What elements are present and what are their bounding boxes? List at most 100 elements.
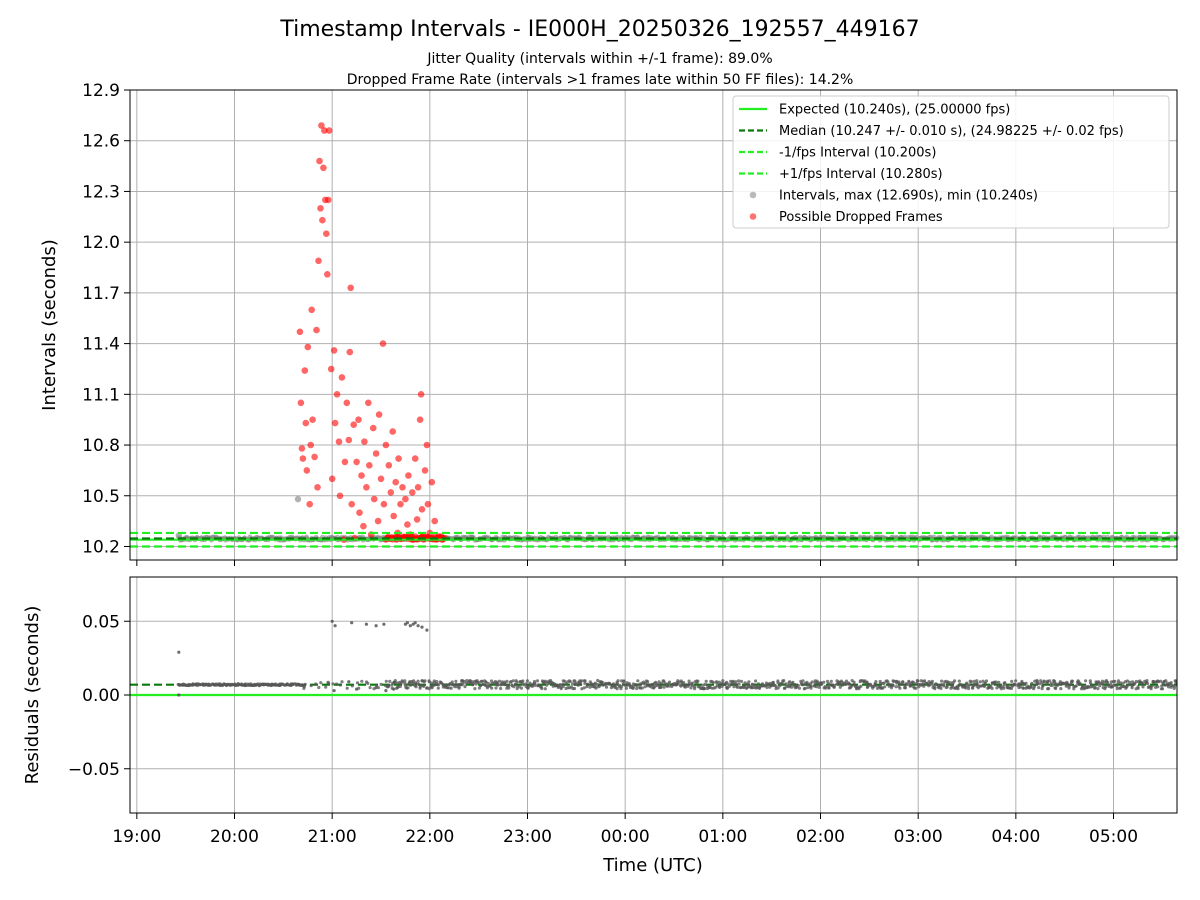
residual-point (608, 682, 612, 686)
residual-point (820, 682, 824, 686)
residual-point (586, 683, 590, 687)
residual-point (908, 683, 913, 688)
dropped-frame-point (399, 484, 406, 491)
dropped-frame-point (348, 500, 356, 508)
legend-dot-swatch (749, 191, 757, 199)
residual-point (689, 686, 693, 690)
residual-point (776, 686, 780, 690)
residual-point (696, 679, 700, 683)
residual-point (567, 679, 571, 683)
residual-point (765, 685, 769, 690)
residual-point (590, 682, 594, 687)
dropped-frame-point (374, 517, 382, 525)
residuals-y-tick-label: 0.05 (82, 612, 120, 632)
residual-point (1067, 686, 1071, 690)
residual-point (662, 685, 666, 689)
residual-point (1030, 681, 1034, 685)
residual-point (1156, 685, 1160, 689)
residual-point (436, 683, 441, 687)
residual-point (839, 679, 844, 683)
intervals-y-tick-label: 11.1 (82, 385, 120, 405)
dropped-frame-point (318, 122, 325, 129)
residual-point (655, 682, 659, 686)
intervals-y-tick-label: 12.6 (82, 132, 120, 152)
residual-point (806, 686, 810, 690)
residual-point (925, 681, 929, 685)
residual-point (1038, 682, 1042, 686)
residual-point (635, 686, 639, 691)
chart-subtitle-jitter: Jitter Quality (intervals within +/-1 fr… (426, 51, 772, 67)
residual-point (1160, 687, 1165, 691)
dropped-frame-point (338, 374, 346, 381)
residual-point (558, 683, 562, 687)
residual-point (519, 686, 524, 690)
residual-point (718, 685, 722, 690)
residual-point (915, 679, 920, 683)
residual-point (503, 683, 507, 687)
residual-point (984, 679, 989, 683)
residual-point (797, 686, 802, 690)
residual-point (972, 682, 977, 686)
residual-point (957, 679, 961, 683)
residual-point (407, 680, 411, 685)
residual-point (496, 683, 500, 687)
dropped-frame-point (308, 306, 316, 314)
dropped-frame-point (360, 522, 367, 530)
residual-point (418, 685, 422, 689)
dropped-frame-point (369, 424, 377, 432)
residual-point (423, 679, 427, 683)
dropped-frame-point (321, 127, 328, 134)
residual-point (982, 684, 987, 689)
dropped-frame-point (343, 399, 351, 407)
dropped-frame-point (385, 462, 393, 469)
residual-point (430, 681, 434, 685)
residual-point (334, 682, 339, 686)
dropped-frame-point (355, 416, 362, 424)
dropped-frame-point (413, 516, 421, 523)
residual-point (1029, 685, 1033, 690)
time-x-tick-label: 02:00 (796, 827, 845, 847)
residual-point (721, 681, 725, 685)
residual-outlier-point (408, 624, 412, 628)
dropped-frame-point (380, 500, 388, 508)
residual-point (481, 682, 485, 686)
residual-point (579, 682, 583, 687)
residual-point (635, 684, 639, 688)
residual-point (497, 679, 502, 683)
residual-point (1086, 684, 1090, 689)
residual-point (499, 686, 503, 691)
dropped-frame-point (307, 441, 315, 449)
residual-point (640, 686, 644, 690)
residual-point (1141, 682, 1145, 686)
residual-point (756, 682, 761, 686)
dropped-frame-point (311, 453, 318, 461)
dropped-frame-point (341, 458, 349, 466)
intervals-y-ticks: 10.2 10.5 10.8 11.1 11.4 11.7 12.0 12.3 12.6 12.9 (82, 81, 130, 557)
time-x-tick-label: 03:00 (894, 827, 943, 847)
residual-point (561, 682, 565, 687)
residual-point (1088, 679, 1092, 683)
intervals-y-tick-label: 12.9 (82, 81, 120, 101)
residual-point (1014, 679, 1018, 683)
residual-point (803, 686, 807, 691)
residual-point (734, 680, 738, 684)
interval-point (294, 495, 302, 503)
residual-point (965, 681, 969, 685)
dropped-frame-point (431, 517, 439, 525)
residual-point (849, 684, 854, 688)
dropped-frame-point (389, 428, 397, 435)
residual-point (702, 686, 706, 691)
residual-outlier-point (333, 624, 337, 628)
residual-point (533, 681, 537, 686)
dropped-frame-point (377, 475, 385, 483)
dropped-frame-point (333, 391, 341, 398)
dropped-frame-point (416, 416, 424, 424)
dropped-frame-point (346, 348, 354, 356)
residual-point (967, 683, 972, 687)
residual-point (693, 685, 697, 689)
legend-box (732, 95, 1170, 229)
residual-point (580, 679, 584, 683)
dropped-frame-point (301, 367, 309, 374)
residual-point (462, 679, 466, 684)
dropped-frame-point (323, 230, 330, 237)
